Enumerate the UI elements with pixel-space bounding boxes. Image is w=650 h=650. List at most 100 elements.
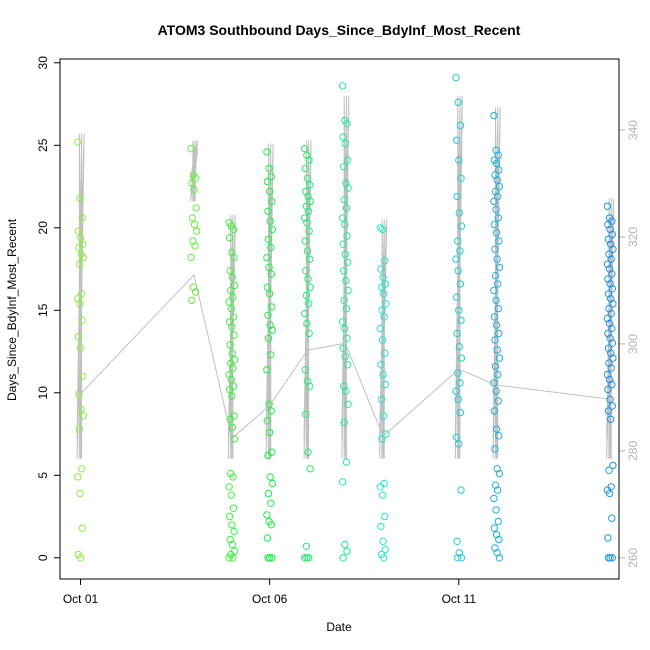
data-point: [227, 359, 235, 367]
data-point: [454, 554, 462, 562]
data-point: [494, 486, 502, 494]
data-point: [604, 275, 612, 283]
data-point: [380, 290, 388, 298]
data-point: [229, 364, 237, 372]
data-point: [452, 433, 461, 441]
data-point: [495, 263, 504, 272]
data-point: [609, 245, 617, 253]
data-point: [306, 382, 314, 390]
data-point: [456, 121, 465, 130]
data-point: [264, 235, 273, 244]
data-point: [457, 174, 465, 183]
data-point: [457, 316, 465, 324]
data-point: [78, 524, 86, 532]
x-tick-label: Oct 06: [252, 592, 288, 606]
data-point: [343, 547, 351, 555]
data-point: [76, 344, 85, 352]
data-point: [229, 554, 237, 562]
data-point: [75, 390, 83, 399]
data-point: [301, 164, 309, 173]
data-point: [492, 387, 500, 395]
y2-tick-label: 260: [626, 547, 640, 567]
data-point: [225, 298, 233, 306]
x-axis-label: Date: [326, 620, 352, 634]
data-point: [263, 366, 271, 374]
data-point: [342, 458, 351, 466]
data-point: [342, 204, 351, 212]
data-point: [267, 243, 275, 252]
data-point: [492, 321, 501, 329]
data-point: [455, 209, 463, 217]
data-point: [226, 267, 234, 275]
data-point: [379, 537, 387, 545]
y-tick-label: 25: [36, 138, 50, 152]
data-point: [267, 499, 275, 507]
data-point: [452, 73, 460, 82]
data-point: [608, 324, 616, 333]
data-point: [266, 473, 274, 481]
chart-title: ATOM3 Southbound Days_Since_BdyInf_Most_…: [158, 22, 521, 38]
data-point: [491, 445, 499, 453]
data-point: [453, 537, 461, 545]
data-point: [301, 554, 309, 562]
data-point: [225, 234, 234, 242]
data-point: [494, 214, 502, 222]
data-point: [268, 197, 276, 206]
data-point: [493, 346, 501, 354]
secondary-line-connector: [80, 273, 611, 440]
data-point: [263, 283, 272, 291]
data-point: [494, 370, 502, 379]
data-point: [381, 545, 389, 554]
data-point: [340, 296, 348, 305]
data-point: [608, 270, 616, 278]
data-point: [76, 234, 85, 242]
data-point: [302, 267, 310, 275]
data-point: [338, 82, 347, 90]
data-point: [265, 428, 274, 437]
data-point: [495, 329, 503, 338]
data-point: [378, 491, 387, 499]
data-point: [263, 417, 272, 425]
data-point: [302, 291, 311, 300]
data-point: [380, 554, 388, 562]
data-point: [343, 361, 352, 369]
data-point: [302, 410, 310, 418]
y2-tick-label: 300: [626, 334, 640, 354]
data-point: [340, 418, 348, 427]
data-point: [495, 166, 503, 174]
data-point: [606, 334, 614, 342]
y-tick-label: 15: [36, 303, 50, 317]
data-point: [188, 214, 197, 222]
data-point: [604, 534, 612, 542]
y2-tick-label: 340: [626, 120, 640, 140]
data-point: [306, 181, 314, 189]
data-point: [340, 163, 348, 171]
data-point: [341, 250, 349, 258]
data-point: [303, 219, 311, 227]
data-point: [75, 243, 83, 252]
data-point: [79, 372, 87, 380]
data-point: [343, 334, 351, 342]
data-point: [267, 521, 275, 529]
data-point: [492, 159, 501, 168]
data-point: [376, 483, 385, 491]
data-point: [494, 192, 502, 201]
data-point: [78, 316, 86, 324]
plot-frame: [59, 58, 620, 580]
data-point: [607, 255, 615, 263]
data-point: [603, 260, 612, 268]
data-point: [608, 285, 616, 293]
data-point: [304, 275, 312, 283]
data-point: [377, 283, 386, 291]
data-point: [304, 192, 312, 201]
data-point: [225, 385, 234, 394]
data-point: [492, 205, 500, 214]
data-point: [268, 303, 276, 311]
data-point: [492, 146, 500, 154]
data-point: [304, 448, 312, 456]
data-point: [495, 354, 504, 362]
data-point: [303, 319, 311, 328]
data-point: [490, 313, 499, 321]
data-point: [230, 281, 239, 290]
data-point: [605, 250, 613, 258]
